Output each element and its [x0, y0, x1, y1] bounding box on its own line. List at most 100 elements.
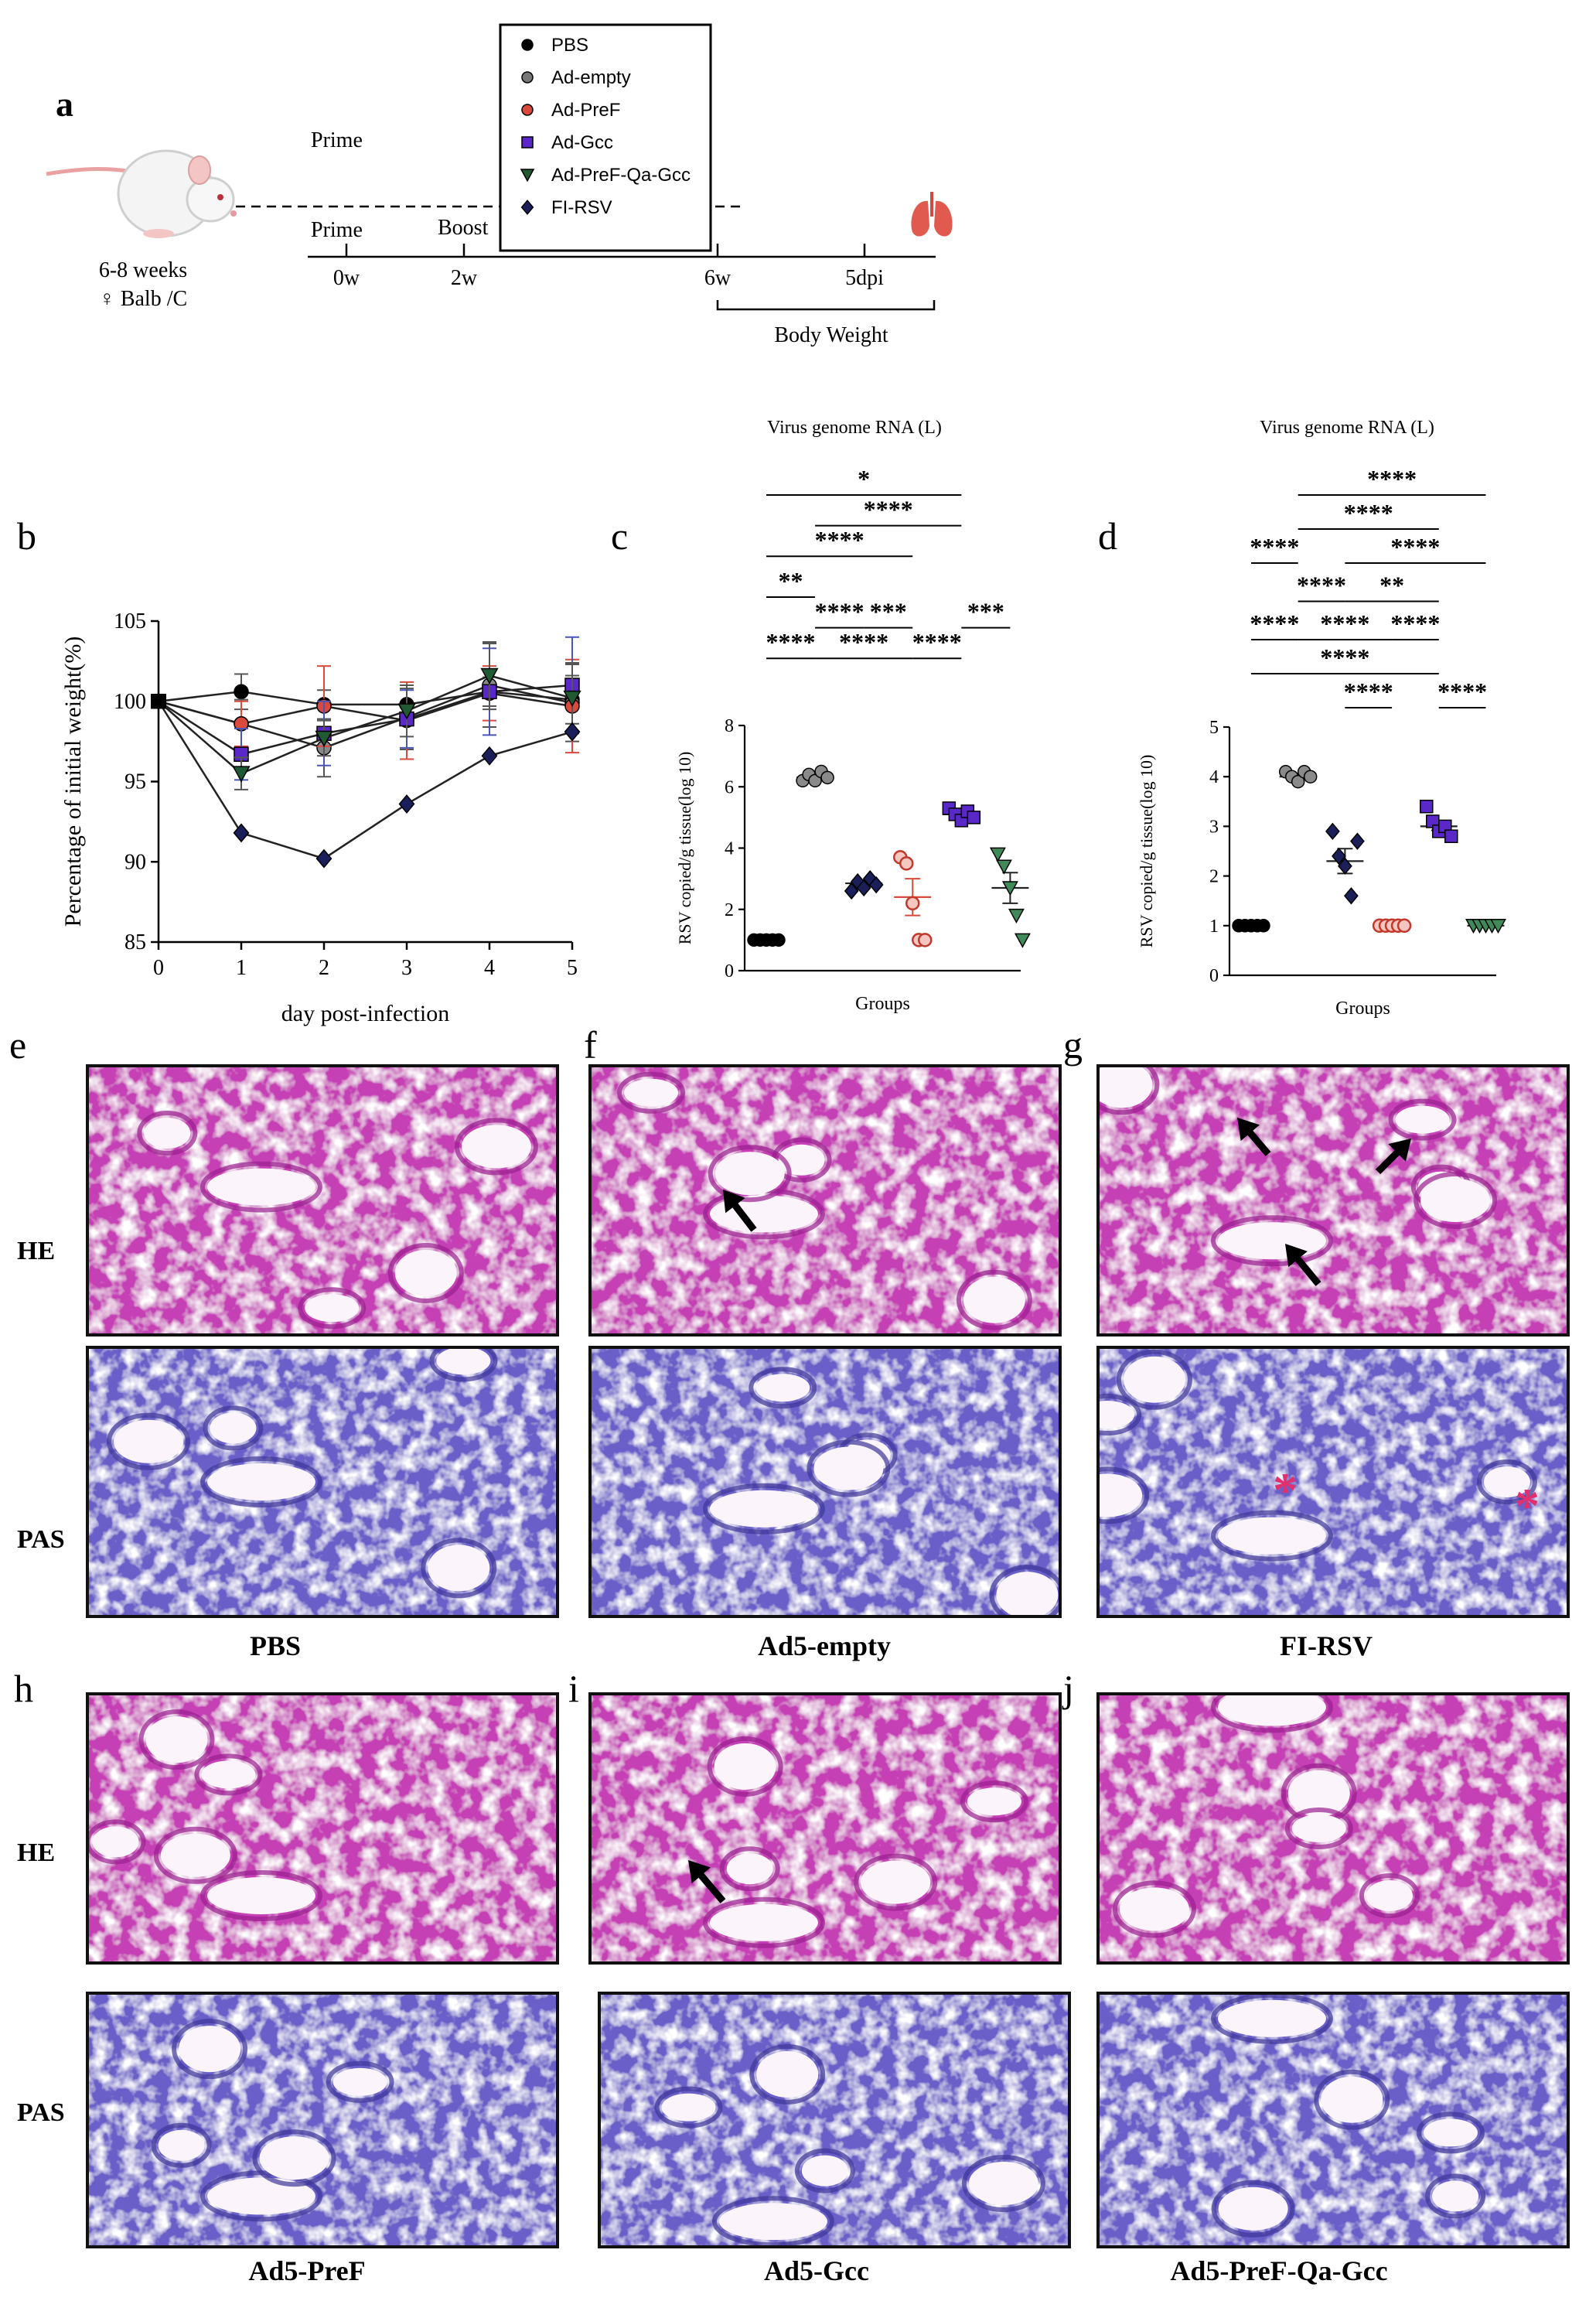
airway-lumen: [624, 1078, 679, 1107]
significance-label: **: [779, 567, 803, 595]
histology-grid: e f g h i j HE PAS HE PAS * * PBS Ad5-emp…: [9, 1023, 1570, 2286]
airway-wall: [794, 2148, 855, 2193]
significance-bracket: **: [1345, 572, 1439, 603]
timeline-prime-top: Prime: [311, 128, 363, 152]
caption-ad5-pref: Ad5-PreF: [248, 2255, 365, 2286]
airway-wall: [708, 1145, 792, 1203]
airway-wall: [194, 1753, 263, 1796]
row-label-he-1: HE: [17, 1237, 55, 1265]
timeline-5dpi: 5dpi: [845, 266, 884, 290]
legend-marker-ad-gcc: [521, 136, 534, 149]
significance-label: **: [1379, 572, 1404, 599]
micrograph-frame: [588, 1064, 1062, 1337]
airway-lumen: [726, 1853, 773, 1885]
data-point-ad-pref-qa-gcc: [315, 730, 333, 747]
y-axis-label: Percentage of initial weight(%): [60, 637, 86, 927]
tissue-texture: [1098, 1066, 1568, 1335]
micrograph-pas-ad5-empty: [588, 1346, 1062, 1618]
significance-bracket: ****: [1390, 609, 1440, 640]
airway-lumen: [1432, 2180, 1479, 2212]
data-point-fi-rsv: [315, 848, 332, 869]
airway-lumen: [206, 1463, 315, 1500]
airway-wall: [200, 1870, 322, 1921]
legend-label-ad-gcc: Ad-Gcc: [551, 132, 613, 153]
legend-label-pbs: PBS: [551, 35, 588, 56]
significance-label: *: [858, 465, 870, 493]
airway-wall: [429, 1347, 498, 1382]
micrograph-frame: [86, 1064, 559, 1337]
panel-letter-i: i: [568, 1667, 579, 1710]
y-tick-label: 2: [725, 900, 734, 920]
mouse-strain: ♀ Balb /C: [99, 287, 187, 311]
airway-lumen: [1424, 2118, 1478, 2147]
airway-wall: [203, 1405, 264, 1451]
data-point-fi-rsv: [868, 876, 884, 894]
airway-wall: [1211, 2180, 1295, 2238]
data-point-ad-pref-qa-gcc: [1001, 881, 1018, 896]
airway-lumen: [755, 1374, 810, 1402]
data-point-ad-pref-qa-gcc: [995, 859, 1012, 875]
y-tick-label: 4: [725, 839, 734, 859]
airway-wall: [1425, 2173, 1486, 2219]
airway-wall: [252, 2129, 336, 2187]
airway-wall: [1388, 1098, 1457, 1141]
timeline-2w: 2w: [451, 266, 478, 290]
airway-wall: [749, 1367, 817, 1409]
significance-label: ****: [1320, 644, 1369, 671]
significance-bracket: ****: [1344, 678, 1393, 708]
series-fi-rsv: [151, 694, 581, 869]
airway-lumen: [996, 1572, 1059, 1616]
chart-d-title: Virus genome RNA (L): [1260, 418, 1434, 438]
airway-lumen: [661, 2093, 716, 2122]
significance-bracket: ****: [815, 496, 962, 527]
arrow-icon: [1237, 1118, 1271, 1156]
asterisk-marker: *: [1515, 1478, 1540, 1533]
significance-label: ****: [1390, 533, 1440, 561]
airway-lumen: [1123, 1356, 1185, 1403]
legend-marker-ad-pref-qa-gcc: [520, 169, 535, 183]
airway-wall: [654, 2086, 723, 2129]
timeline-boost: Boost: [438, 216, 489, 240]
airway-lumen: [428, 1545, 490, 1592]
x-tick-label: 1: [236, 956, 247, 980]
row-label-pas-1: PAS: [17, 1525, 65, 1554]
arrow-icon: [1375, 1139, 1411, 1175]
legend-label-ad-pref-qa-gcc: Ad-PreF-Qa-Gcc: [551, 165, 691, 186]
airway-wall: [151, 2122, 212, 2168]
group-pbs: [1232, 919, 1270, 933]
tissue-texture: [590, 1694, 1060, 1963]
panel-d: d Virus genome RNA (L) 0 1 2 3 4 5 Groups RSV c…: [1098, 418, 1506, 1019]
row-label-he-2: HE: [17, 1838, 55, 1867]
micrograph-he-ad5-pref: [86, 1692, 559, 1965]
micrograph-pas-ad5-pref-qa-gcc: [1096, 1992, 1570, 2248]
caption-pbs: PBS: [250, 1630, 301, 1661]
panel-c: c Virus genome RNA (L) 0 2 4 6 8 Groups RSV co…: [611, 418, 1031, 1014]
micrograph-frame: [1096, 1064, 1570, 1337]
panel-letter-j: j: [1062, 1667, 1074, 1710]
airway-lumen: [709, 1903, 818, 1941]
significance-bracket: ***: [864, 598, 913, 629]
series-ad-empty: [151, 643, 580, 778]
micrograph-pas-fi-rsv: [1096, 1346, 1570, 1618]
y-tick-label: 6: [725, 777, 734, 797]
significance-label: ****: [1320, 609, 1369, 637]
panel-letter-c: c: [611, 514, 628, 558]
legend-marker-ad-empty: [521, 71, 534, 84]
x-tick-label: 0: [153, 956, 164, 980]
airway-wall: [719, 1846, 780, 1892]
airway-wall: [854, 1853, 938, 1911]
group-fi-rsv: [844, 869, 884, 900]
micrograph-pas-ad5-gcc: [598, 1992, 1071, 2248]
micrograph-frame: [1096, 1346, 1570, 1618]
airway-wall: [711, 2196, 834, 2247]
significance-label: ****: [1367, 465, 1417, 493]
data-point-ad-pref-qa-gcc: [232, 766, 251, 783]
data-point-fi-rsv: [1350, 832, 1365, 850]
micrograph-he-fi-rsv: [1096, 1064, 1570, 1337]
data-point-pbs: [1257, 919, 1270, 933]
airway-lumen: [963, 1276, 1025, 1323]
airway-lumen: [92, 1826, 139, 1858]
body-weight-bracket: [716, 300, 936, 311]
airway-lumen: [144, 1118, 191, 1149]
